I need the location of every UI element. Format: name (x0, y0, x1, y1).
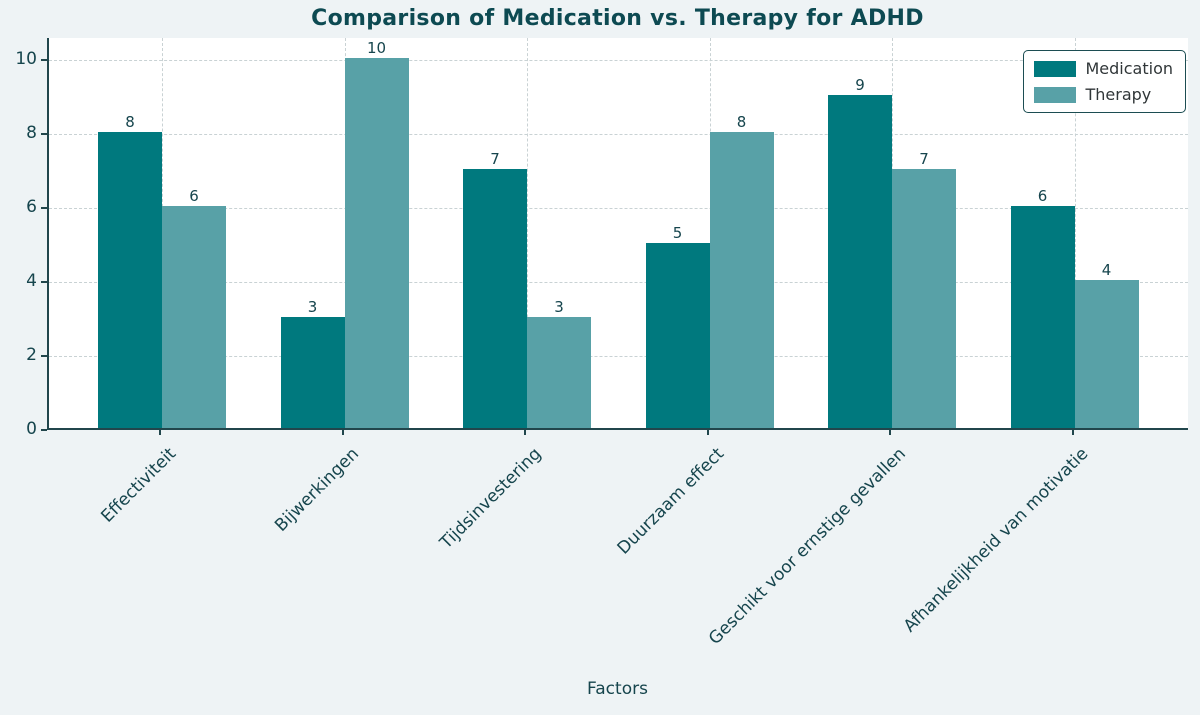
y-axis-tick-label: 6 (26, 197, 37, 217)
y-axis-tick-mark (41, 281, 47, 283)
plot-area: 8 3 7 5 9 6 6 10 3 8 7 4 (47, 38, 1188, 430)
chart-title: Comparison of Medication vs. Therapy for… (311, 6, 924, 31)
bar-medication-3 (645, 243, 710, 428)
gridline-horizontal (49, 356, 1188, 357)
gridline-horizontal (49, 60, 1188, 61)
x-category-label: Duurzaam effect (613, 444, 728, 559)
x-axis-tick-mark (524, 430, 526, 435)
x-category-label: Effectiviteit (97, 444, 181, 527)
bar-value-label: 8 (736, 113, 747, 131)
bar-therapy-2 (527, 317, 591, 428)
x-category-label: Tijdsinvestering (436, 444, 546, 554)
legend-swatch-therapy (1033, 86, 1076, 103)
legend-item-medication: Medication (1033, 59, 1174, 78)
gridline-vertical (1074, 38, 1076, 428)
gridline-horizontal (49, 282, 1188, 283)
bar-value-label: 3 (554, 298, 564, 316)
bar-value-label: 7 (919, 150, 929, 168)
bar-value-label: 5 (672, 224, 683, 242)
y-axis-tick-label: 0 (26, 419, 37, 439)
x-category-label: Afhankelijkheid van motivatie (900, 444, 1093, 637)
bar-value-label: 8 (125, 113, 135, 131)
bar-therapy-5 (1074, 280, 1139, 428)
bar-value-label: 3 (307, 298, 318, 316)
y-axis-tick-mark (41, 429, 47, 431)
y-axis-tick-mark (41, 59, 47, 61)
x-category-label: Geschikt voor ernstige gevallen (705, 444, 911, 649)
gridline-vertical (527, 38, 528, 428)
y-axis-tick-label: 4 (26, 271, 37, 291)
bar-value-label: 4 (1101, 261, 1112, 279)
x-axis-tick-mark (341, 430, 344, 435)
bar-medication-1 (280, 317, 345, 428)
bar-medication-4 (828, 95, 892, 428)
bar-medication-2 (463, 169, 527, 428)
bar-therapy-1 (344, 58, 409, 428)
bar-value-label: 6 (189, 187, 199, 205)
y-axis-tick-label: 10 (15, 49, 37, 69)
x-axis-tick-mark (706, 430, 709, 435)
legend-item-therapy: Therapy (1033, 85, 1174, 104)
bar-value-label: 7 (490, 150, 500, 168)
gridline-horizontal (49, 134, 1188, 135)
x-axis-tick-mark (889, 430, 891, 435)
legend-label: Medication (1085, 59, 1174, 78)
bar-therapy-4 (892, 169, 956, 428)
y-axis-tick-label: 2 (26, 345, 37, 365)
bar-value-label: 10 (366, 39, 387, 57)
x-axis-tick-mark (1071, 430, 1074, 435)
bar-value-label: 6 (1037, 187, 1048, 205)
y-axis-tick-mark (41, 133, 47, 135)
bar-therapy-3 (709, 132, 774, 428)
legend: Medication Therapy (1022, 50, 1186, 113)
bar-medication-5 (1010, 206, 1075, 428)
y-axis-tick-label: 8 (26, 123, 37, 143)
x-category-label: Bijwerkingen (270, 444, 363, 536)
bar-value-label: 9 (855, 76, 865, 94)
x-axis-tick-mark (159, 430, 161, 435)
legend-label: Therapy (1085, 85, 1152, 104)
y-axis-tick-mark (41, 355, 47, 357)
legend-swatch-medication (1033, 60, 1076, 77)
bar-therapy-0 (162, 206, 226, 428)
gridline-horizontal (49, 208, 1188, 209)
y-axis-tick-mark (41, 207, 47, 209)
x-axis-title: Factors (587, 679, 648, 699)
bar-medication-0 (98, 132, 162, 428)
